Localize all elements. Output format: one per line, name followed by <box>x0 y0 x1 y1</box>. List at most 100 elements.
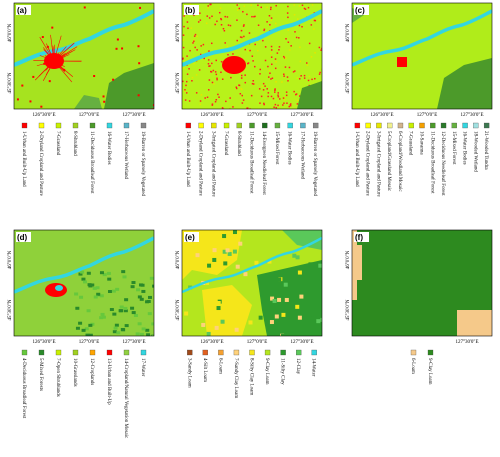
panel-label: (f) <box>355 233 363 242</box>
lat-label: 45°30'0"N <box>346 299 351 320</box>
legend-label: 10-Savanna <box>419 131 424 155</box>
map <box>182 230 322 336</box>
legend-swatch <box>72 349 79 356</box>
legend-swatch <box>38 122 45 129</box>
map-frame <box>13 2 155 110</box>
map <box>182 3 322 109</box>
legend-label: 3-Sandy Loam <box>186 358 191 388</box>
lat-label: 46°0'0"N <box>176 250 181 269</box>
lat-label: 46°0'0"N <box>8 250 13 269</box>
legend-label: 1-Urban and Built-Up Land <box>354 131 359 187</box>
legend-swatch <box>198 122 204 129</box>
legend-label: 4-Silt Loam <box>202 358 207 382</box>
legend-swatch <box>21 122 28 129</box>
legend-swatch <box>262 122 268 129</box>
legend-label: 7-Sandy Clay Loam <box>233 358 238 398</box>
legend-swatch <box>280 349 286 356</box>
label-box <box>354 5 369 15</box>
map-panel: (e) 46°0'0"N 45°30'0"N 126°30'0"E 127°0'0"E 1… <box>176 229 323 398</box>
legend-label: 18-Wooded Wetland <box>472 131 477 172</box>
legend-label: 11-Silty Clay <box>280 358 285 385</box>
label-box <box>16 5 31 15</box>
map-frame <box>351 2 493 110</box>
legend-swatch <box>419 122 425 129</box>
legend-swatch <box>387 122 393 129</box>
legend-label: 1-Urban and Built-Up Land <box>21 131 26 187</box>
legend-swatch <box>249 349 255 356</box>
lon-label: 127°30'0"E <box>291 340 314 345</box>
legend-label: 7-Open Shrublands <box>55 358 60 397</box>
lat-label: 46°0'0"N <box>346 250 351 269</box>
legend-swatch <box>233 349 240 356</box>
lon-label: 126°30'0"E <box>33 113 56 118</box>
legend-swatch <box>427 349 434 356</box>
legend-swatch <box>376 122 382 129</box>
lon-label: 127°30'0"E <box>291 113 314 118</box>
lat-label: 45°30'0"N <box>8 299 13 320</box>
lon-label: 127°0'0"E <box>79 113 100 118</box>
lon-label: 126°30'0"E <box>371 113 394 118</box>
legend-label: 11-Deciduous Broadleaf Forest <box>249 131 254 194</box>
lat-label: 46°0'0"N <box>346 23 351 42</box>
legend-label: 12-Croplands <box>89 358 94 385</box>
lon-label: 127°30'0"E <box>456 340 479 345</box>
legend-swatch <box>123 349 130 356</box>
legend-swatch <box>296 349 302 356</box>
legend-swatch <box>312 122 319 129</box>
map-panel: (f) 46°0'0"N 45°30'0"N 127°30'0"E 6-Loam 9-Cl… <box>346 229 493 385</box>
legend-swatch <box>55 349 62 356</box>
map-panel: (b) 46°0'0"N 45°30'0"N 126°30'0"E 127°0'0"E 1… <box>176 2 323 197</box>
lon-label: 127°30'0"E <box>123 340 146 345</box>
panel-label: (e) <box>185 233 195 242</box>
map-frame <box>13 229 155 337</box>
legend-label: 11-Deciduous Broadleaf Forest <box>89 131 94 194</box>
legend-label: 5-Mixed Forests <box>38 358 43 391</box>
lon-label: 126°30'0"E <box>33 340 56 345</box>
legend-label: 19-Barren or Sparsely Vegetated <box>140 131 145 197</box>
lon-label: 127°0'0"E <box>417 113 438 118</box>
legend-swatch <box>410 349 417 356</box>
legend-swatch <box>236 122 242 129</box>
legend-label: 17-Water <box>140 358 145 377</box>
legend-swatch <box>473 122 479 129</box>
legend-swatch <box>211 122 217 129</box>
lon-label: 127°0'0"E <box>247 113 268 118</box>
legend-swatch <box>354 122 361 129</box>
legend-swatch <box>72 122 79 129</box>
legend-label: 7-Grassland <box>408 131 413 156</box>
legend-label: 9-Clay Loam <box>427 358 432 385</box>
legend-swatch <box>140 122 147 129</box>
legend-label: 3-Irrigated Cropland and Pasture <box>210 131 215 197</box>
legend-label: 10-Grasslands <box>72 358 77 387</box>
lon-label: 126°30'0"E <box>201 340 224 345</box>
legend-swatch <box>140 349 147 356</box>
legend-swatch <box>287 122 293 129</box>
legend-swatch <box>55 122 62 129</box>
legend-swatch <box>440 122 447 129</box>
panel-label: (b) <box>185 6 196 15</box>
legend-label: 7-Grassland <box>55 131 60 156</box>
legend-swatch <box>38 349 45 356</box>
legend-label: 16-Water Bodies <box>287 131 292 165</box>
label-box <box>184 232 199 242</box>
legend-swatch <box>106 349 113 356</box>
lon-label: 126°30'0"E <box>201 113 224 118</box>
legend-swatch <box>264 349 271 356</box>
legend-label: 12-Clay <box>295 358 300 375</box>
legend-swatch <box>300 122 306 129</box>
legend-swatch <box>89 122 96 129</box>
lat-label: 46°0'0"N <box>8 23 13 42</box>
map <box>14 3 154 109</box>
legend-label: 12-Deciduous Needleleaf Forest <box>440 131 445 196</box>
map-panel: (d) 46°0'0"N 45°30'0"N 126°30'0"E 127°0'0"E 1… <box>8 229 155 439</box>
legend-label: 2-Dryland Cropland and Pasture <box>365 131 370 197</box>
lat-label: 46°0'0"N <box>176 23 181 42</box>
legend-swatch <box>408 122 414 129</box>
legend-label: 8-Shrubland <box>72 131 77 156</box>
legend-swatch <box>187 349 193 356</box>
label-box <box>354 232 369 242</box>
map-panel: (c) 46°0'0"N 45°30'0"N 126°30'0"E 127°0'0"E 1… <box>346 2 493 197</box>
legend-swatch <box>365 122 371 129</box>
legend-swatch <box>185 122 192 129</box>
legend-label: 13-Urban and Built-Up <box>106 358 111 405</box>
